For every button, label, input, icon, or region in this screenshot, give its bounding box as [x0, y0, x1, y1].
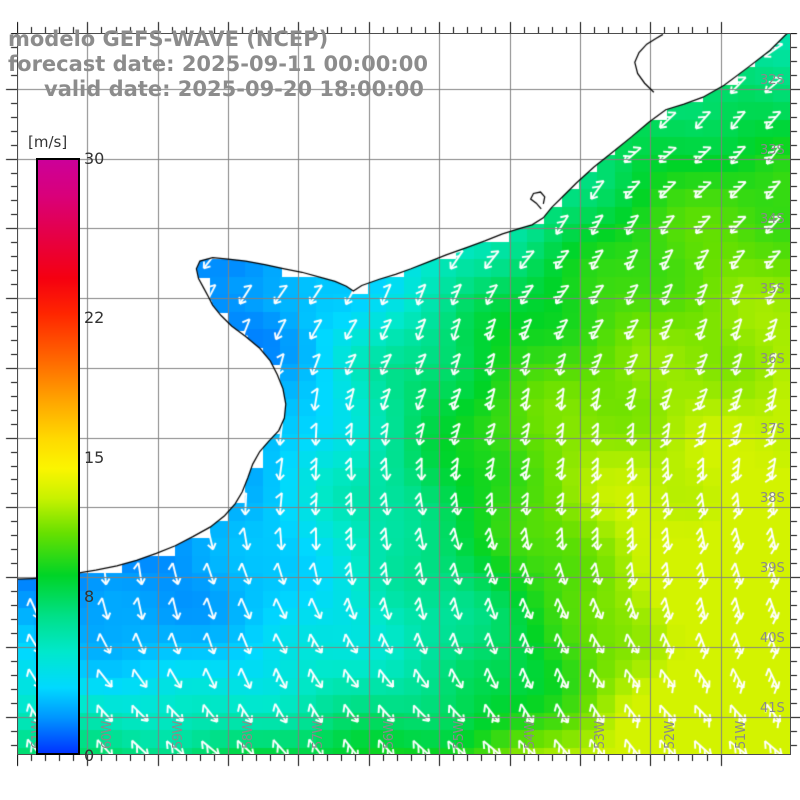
right-axis-ticks — [791, 33, 800, 756]
lat-tick-label: 36S — [760, 351, 785, 367]
lat-tick-label: 38S — [760, 491, 785, 507]
bottom-axis-ticks — [17, 755, 792, 768]
lon-tick-label: 54W — [522, 721, 538, 749]
map-plot-area — [17, 33, 791, 755]
lat-tick-label: 34S — [760, 212, 785, 228]
lat-tick-label: 40S — [760, 630, 785, 646]
colorbar-tick: 15 — [84, 447, 105, 467]
lon-tick-label: 53W — [592, 721, 608, 749]
lon-tick-label: 55W — [452, 721, 468, 749]
lat-tick-label: 39S — [760, 561, 785, 577]
lat-tick-label: 37S — [760, 421, 785, 437]
lon-tick-label: 57W — [311, 721, 327, 749]
lat-tick-label: 41S — [760, 700, 785, 716]
colorbar-tick: 8 — [84, 586, 95, 606]
colorbar-unit-label: [m/s] — [28, 133, 68, 151]
colorbar-gradient — [36, 158, 80, 755]
lat-tick-label: 33S — [760, 142, 785, 158]
lat-tick-label: 35S — [760, 282, 785, 298]
lat-tick-label: 32S — [760, 72, 785, 88]
lon-tick-label: 59W — [170, 721, 186, 749]
lon-tick-label: 60W — [100, 721, 116, 749]
lon-tick-label: 51W — [733, 721, 749, 749]
lon-tick-label: 56W — [381, 721, 397, 749]
colorbar-tick: 0 — [84, 746, 95, 765]
coastline-layer — [17, 33, 791, 755]
left-axis-ticks — [4, 33, 17, 756]
lon-tick-label: 52W — [663, 721, 679, 749]
colorbar — [36, 158, 80, 755]
lon-tick-label: 58W — [241, 721, 257, 749]
top-axis-ticks — [17, 20, 792, 33]
colorbar-tick: 30 — [84, 149, 105, 168]
colorbar-tick: 22 — [84, 308, 105, 328]
